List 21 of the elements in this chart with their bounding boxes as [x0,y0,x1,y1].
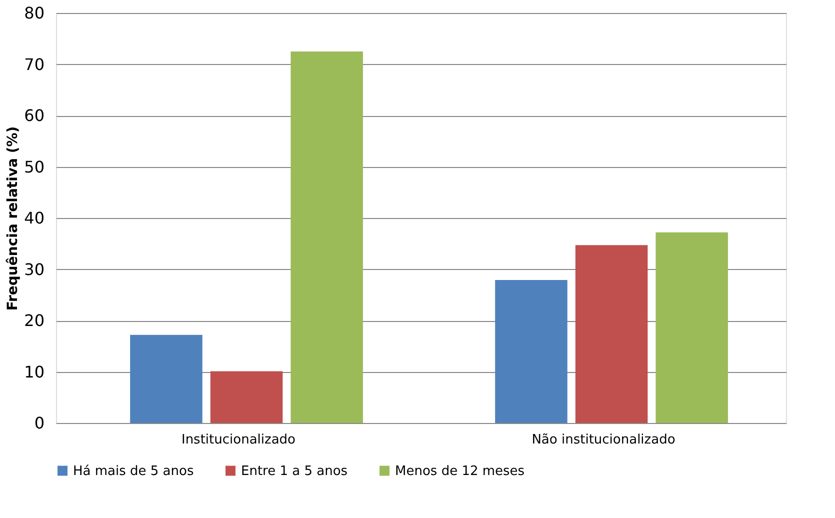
bar [575,245,648,423]
bar [495,280,568,423]
y-tick-label: 50 [24,157,44,176]
legend-label: Há mais de 5 anos [73,464,194,479]
legend-label: Entre 1 a 5 anos [241,464,348,479]
legend-label: Menos de 12 meses [395,464,525,479]
bar [130,334,202,423]
x-tick-label: Não institucionalizado [532,432,676,448]
bar [656,232,728,423]
y-tick-label: 20 [24,311,44,330]
y-axis-title: Frequência relativa (%) [5,126,22,311]
x-tick-label: Institucionalizado [181,432,296,448]
y-tick-label: 10 [24,362,44,382]
y-tick-label: 80 [24,4,44,22]
bar [210,371,283,423]
bar [290,51,363,423]
y-tick-label: 60 [24,106,44,125]
y-tick-label: 40 [24,208,44,228]
y-tick-label: 70 [24,54,44,74]
y-tick-label: 30 [24,260,44,279]
y-tick-label: 0 [34,414,44,432]
